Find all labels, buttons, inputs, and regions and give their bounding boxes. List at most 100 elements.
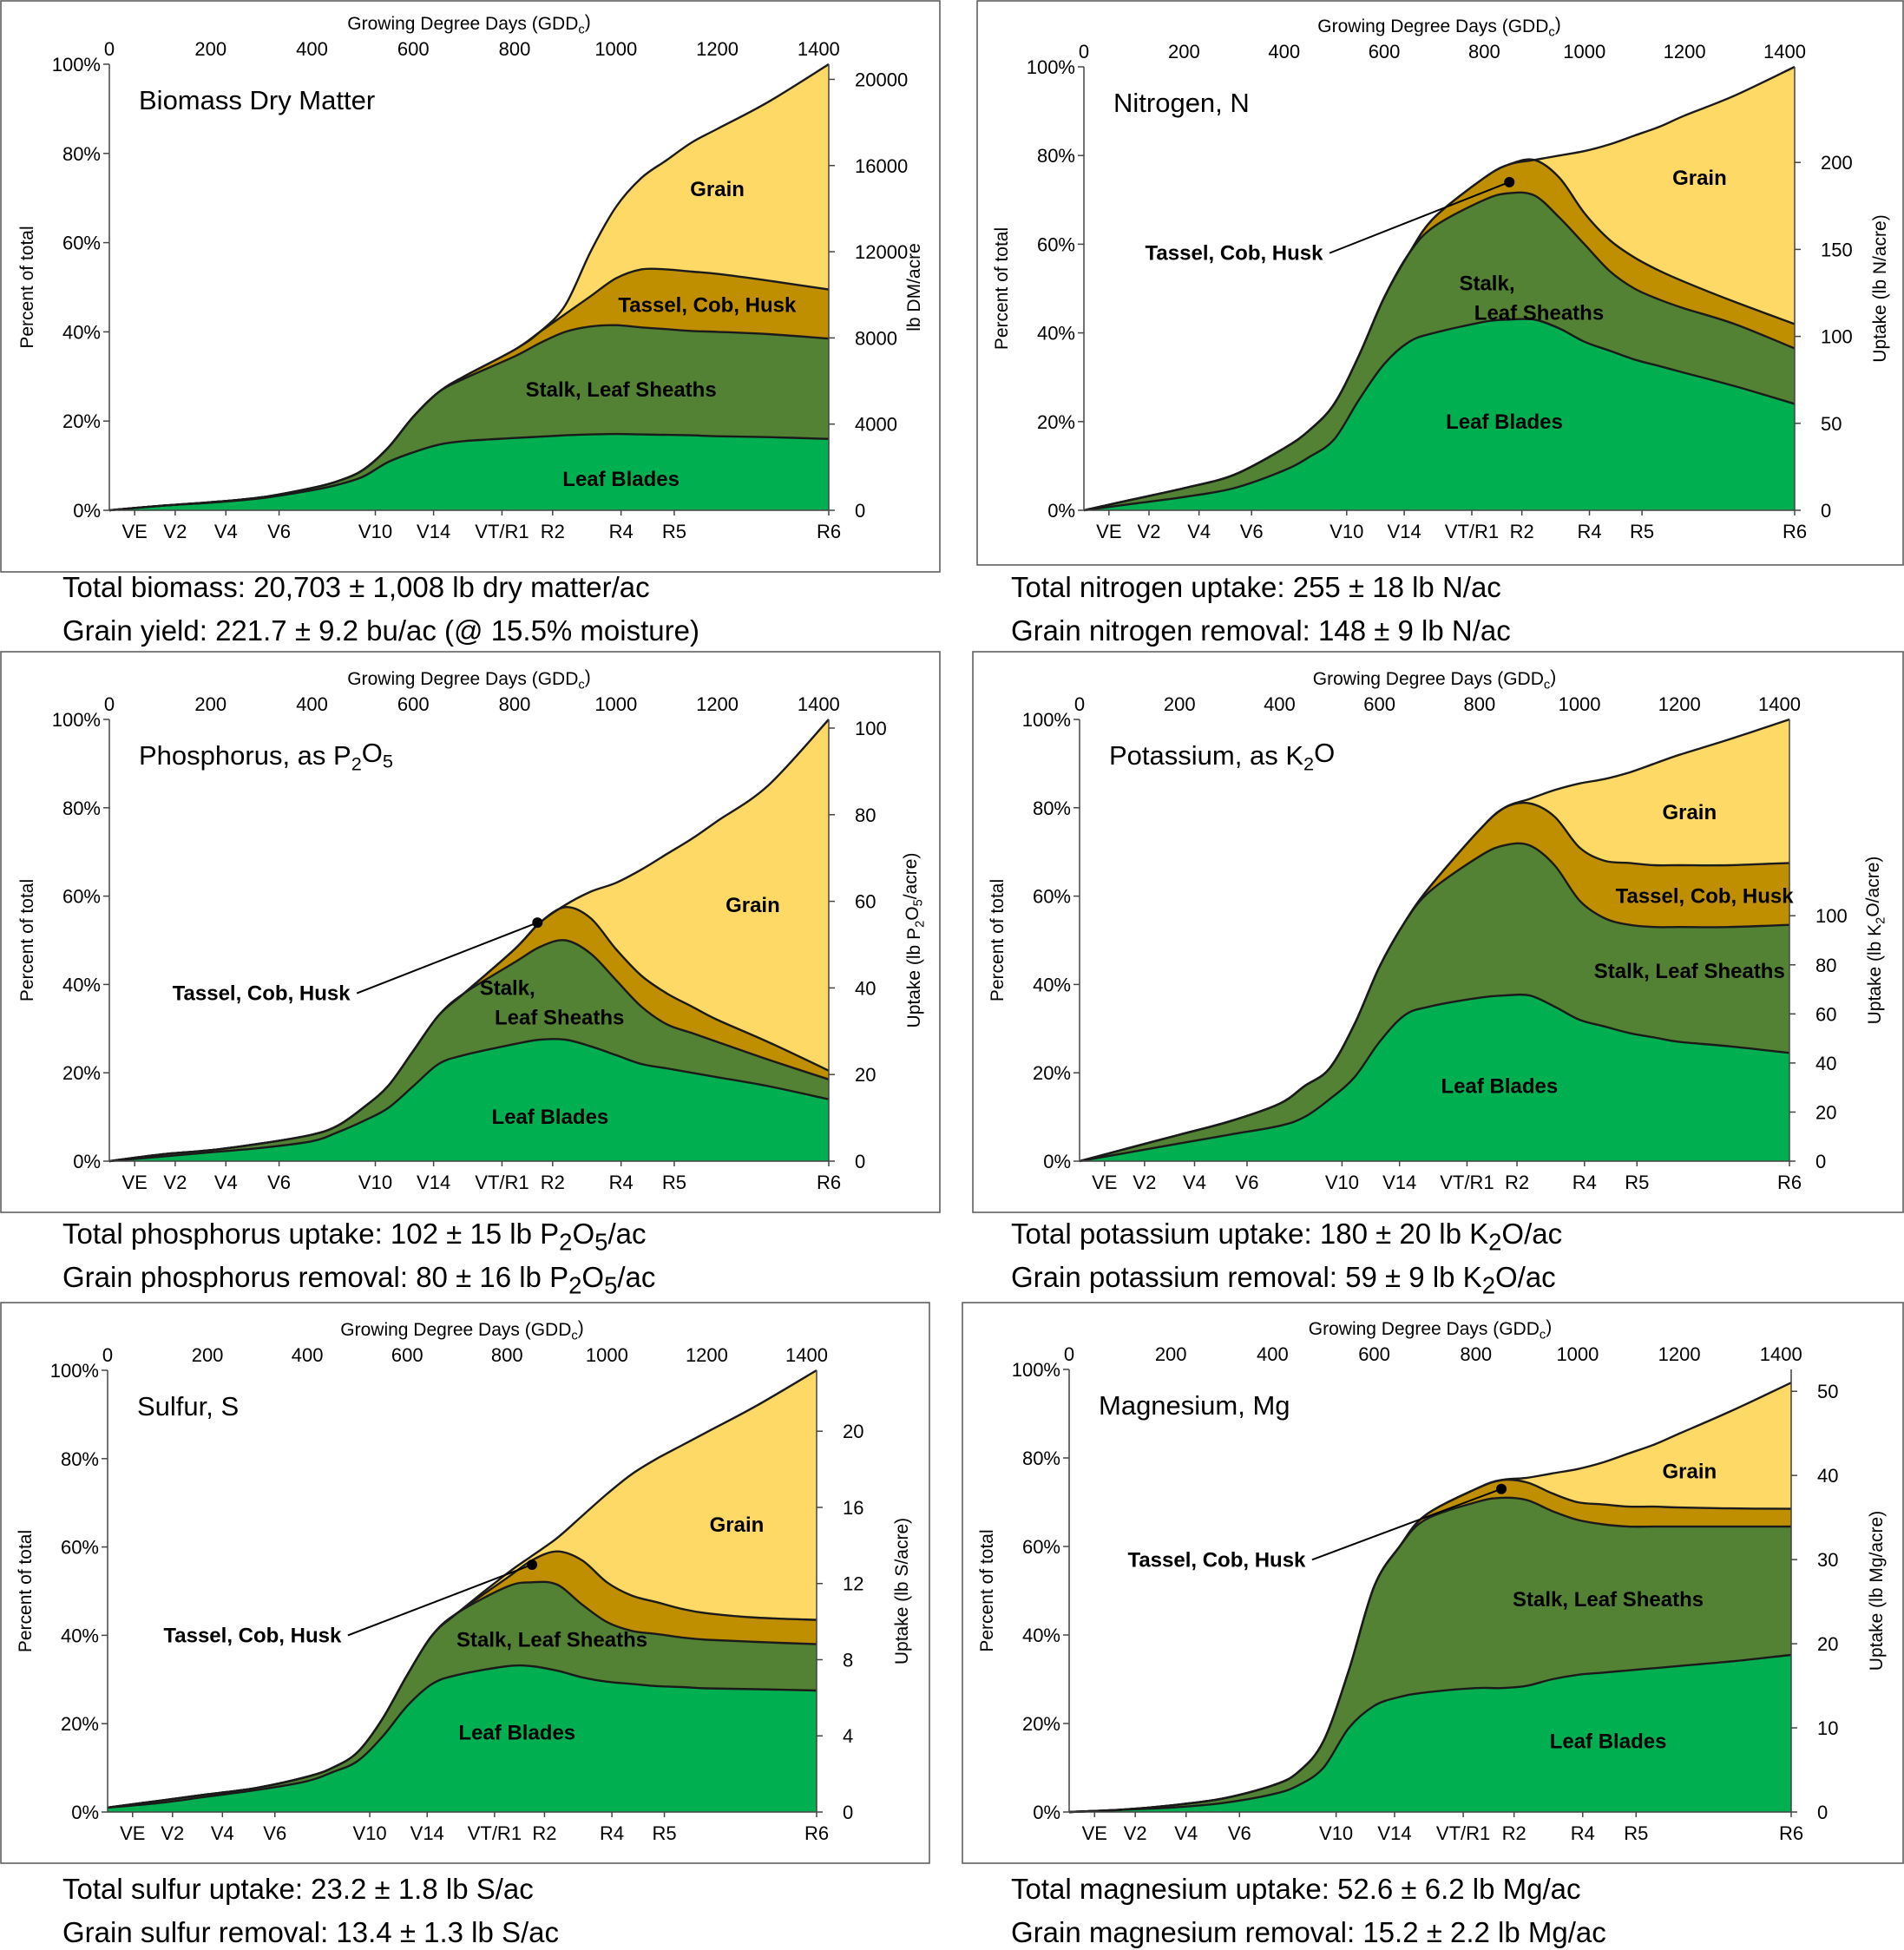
stage-label: R2	[541, 521, 565, 542]
x-top-tick-label: 600	[1369, 41, 1401, 62]
x-top-tick-label: 1400	[785, 1344, 828, 1366]
chart-panel: 0% 20% 40% 60% 80% 100% Percent of total 0 10 20 3…	[962, 1302, 1904, 1864]
x-top-tick-label: 400	[1257, 1343, 1289, 1365]
series-line	[1068, 1382, 1792, 1814]
chart-svg: 0%20%40%60%80%100%Percent of total040008…	[0, 0, 941, 573]
stage-label: VT/R1	[1436, 1822, 1490, 1844]
stage-label: V10	[358, 521, 392, 542]
chart-panel: 0% 20% 40% 60% 80% 100% Percent of total 0 50 100…	[976, 0, 1904, 566]
y-tick-label: 20%	[62, 410, 101, 432]
y-tick-label: 100%	[1022, 709, 1071, 731]
x-top-tick-label: 1200	[1664, 41, 1706, 62]
callout-dot	[532, 917, 543, 929]
area-grain	[1084, 67, 1795, 510]
y-tick-label: 40%	[1037, 323, 1075, 345]
y-tick-label: 20%	[62, 1062, 101, 1084]
series-line	[1083, 65, 1796, 512]
stage-label: VT/R1	[1445, 521, 1499, 542]
stage-label: R2	[1502, 1822, 1526, 1844]
caption-line: Grain sulfur removal: 13.4 ± 1.3 lb S/ac	[62, 1916, 560, 1948]
y2-axis-title: Uptake (lb Mg/acre)	[1867, 1511, 1887, 1671]
x-top-tick-label: 1400	[798, 693, 840, 715]
x-top-tick-label: 800	[499, 693, 531, 715]
series-label: Leaf Sheaths	[495, 1007, 624, 1030]
stage-label: VE	[122, 1172, 148, 1193]
caption-line: Total nitrogen uptake: 255 ± 18 lb N/ac	[1011, 571, 1501, 603]
series-label: Stalk, Leaf Sheaths	[1513, 1588, 1704, 1612]
x-top-tick-label: 1000	[594, 38, 637, 60]
chart-svg: 0% 20% 40% 60% 80% 100% Percent of total 0 20 40 6…	[0, 651, 941, 1213]
area-leaf-blades	[1080, 995, 1789, 1161]
y2-tick-label: 100	[1815, 905, 1848, 927]
x-top-tick-label: 200	[1155, 1343, 1187, 1365]
y2-tick-label: 20000	[855, 69, 908, 90]
stage-label: R6	[817, 1172, 841, 1193]
stage-label: VT/R1	[468, 1822, 522, 1844]
y2-tick-label: 20	[843, 1421, 863, 1442]
stage-label: V10	[1319, 1822, 1353, 1844]
x-top-tick-label: 1200	[696, 693, 739, 715]
stage-label: V6	[267, 1172, 291, 1193]
series-line	[108, 432, 830, 512]
series-label: Leaf Blades	[1441, 1074, 1559, 1098]
y-tick-label: 80%	[62, 143, 101, 165]
y-tick-label: 80%	[1033, 798, 1071, 819]
series-label: Leaf Sheaths	[1474, 302, 1604, 325]
caption-line: Total sulfur uptake: 23.2 ± 1.8 lb S/ac	[62, 1873, 534, 1905]
y2-tick-label: 8000	[855, 327, 897, 349]
stage-label: V4	[214, 1172, 238, 1193]
caption-line: Grain magnesium removal: 15.2 ± 2.2 lb M…	[1011, 1916, 1606, 1948]
x-top-tick-label: 0	[1064, 1343, 1074, 1365]
y2-tick-label: 150	[1821, 239, 1853, 260]
stage-label: V10	[1330, 521, 1363, 542]
x-top-tick-label: 1000	[586, 1344, 628, 1366]
series-label: Grain	[690, 178, 745, 201]
area-grain	[108, 1370, 817, 1808]
chart-title: Nitrogen, N	[1113, 88, 1250, 118]
chart-svg: 0% 20% 40% 60% 80% 100% Percent of total 0 10 20 3…	[962, 1302, 1904, 1864]
stage-label: V4	[211, 1822, 234, 1844]
series-line	[107, 1369, 817, 1809]
y-tick-label: 80%	[61, 1448, 99, 1470]
x-top-tick-label: 600	[391, 1344, 423, 1366]
x-top-tick-label: 200	[1168, 41, 1200, 62]
stage-label: V10	[358, 1172, 392, 1193]
series-line	[108, 1038, 830, 1163]
y2-tick-label: 0	[855, 1151, 865, 1172]
x-top-tick-label: 1400	[1758, 693, 1801, 715]
x-top-tick-label: 1000	[594, 693, 637, 715]
x-top-tick-label: 800	[1463, 693, 1495, 715]
y2-axis-title: Uptake (lb P2O5/acre)	[901, 853, 927, 1028]
stage-label: R2	[532, 1822, 556, 1844]
chart-svg: 0% 20% 40% 60% 80% 100% Percent of total 0 20 40 6…	[972, 651, 1904, 1213]
x-top-tick-label: 400	[296, 693, 328, 715]
y-tick-label: 40%	[1022, 1625, 1060, 1646]
y2-tick-label: 20	[855, 1064, 876, 1086]
caption-line: Total phosphorus uptake: 102 ± 15 lb P2O…	[62, 1218, 647, 1256]
y2-tick-label: 0	[1821, 500, 1831, 522]
stage-label: V6	[1240, 521, 1264, 542]
x-top-tick-label: 800	[491, 1344, 523, 1366]
series-label: Leaf Blades	[1446, 410, 1563, 434]
stage-label: V6	[267, 521, 291, 542]
caption-line: Total biomass: 20,703 ± 1,008 lb dry mat…	[62, 571, 650, 603]
area-tassel-cob-husk	[109, 268, 829, 510]
x-top-tick-label: 200	[194, 693, 227, 715]
stage-label: V14	[410, 1822, 444, 1844]
x-top-tick-label: 800	[1460, 1343, 1492, 1365]
stage-label: R4	[1571, 1822, 1595, 1844]
stage-label: VE	[120, 1822, 145, 1844]
stage-label: V2	[1138, 521, 1161, 542]
y-tick-label: 0%	[1047, 500, 1075, 522]
stage-label: VT/R1	[1440, 1172, 1494, 1193]
series-line	[108, 719, 830, 1163]
stage-label: R6	[804, 1822, 829, 1844]
stage-label: R4	[600, 1822, 624, 1844]
caption-line: Grain phosphorus removal: 80 ± 16 lb P2O…	[62, 1261, 656, 1299]
series-label: Grain	[1662, 1460, 1717, 1483]
stage-label: R4	[1577, 521, 1601, 542]
y-tick-label: 80%	[62, 798, 101, 819]
y2-axis-title: Uptake (lb N/acre)	[1870, 214, 1890, 362]
stage-label: V4	[1183, 1172, 1206, 1193]
x-top-tick-label: 400	[296, 38, 328, 60]
